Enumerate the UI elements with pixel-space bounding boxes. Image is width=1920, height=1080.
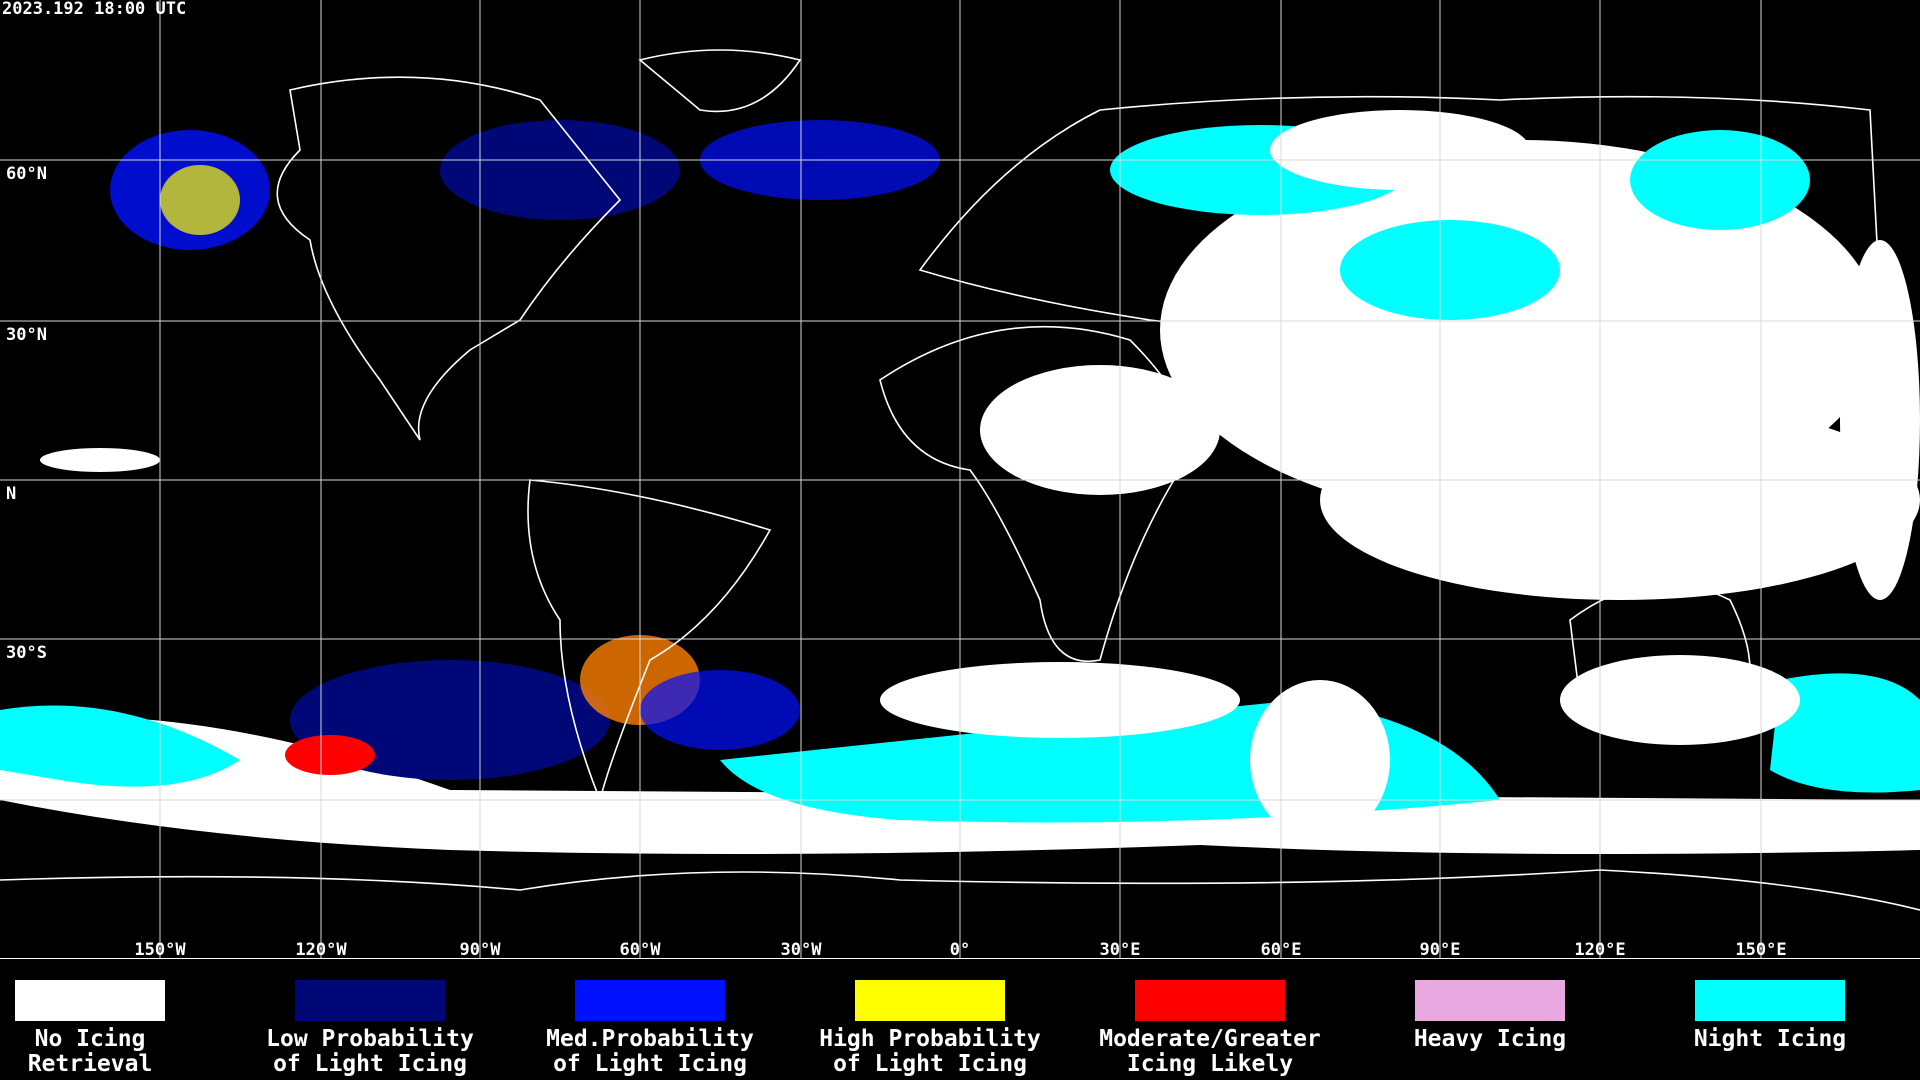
- cloud: [1560, 655, 1800, 745]
- legend-label: Retrieval: [28, 1051, 153, 1077]
- legend-label: Med.Probability: [546, 1026, 754, 1052]
- lon-label: 150°W: [134, 940, 186, 960]
- lat-label: N: [6, 484, 16, 504]
- coast-greenland: [638, 49, 802, 113]
- night-cloud: [1630, 130, 1810, 230]
- legend-swatch: [1695, 980, 1845, 1021]
- cloud: [1270, 110, 1530, 190]
- graticule: [0, 0, 1920, 958]
- cloud: [880, 662, 1240, 738]
- coast-south-america: [527, 479, 772, 803]
- legend-swatch: [15, 980, 165, 1021]
- icing: [160, 165, 240, 235]
- lon-label: 120°E: [1574, 940, 1625, 960]
- legend-swatch: [1415, 980, 1565, 1021]
- lon-label: 60°E: [1261, 940, 1302, 960]
- cloud: [1840, 240, 1920, 600]
- coastlines: [0, 49, 1920, 911]
- night-band: [0, 705, 240, 787]
- legend-label: No Icing: [35, 1026, 146, 1052]
- lon-label: 30°E: [1100, 940, 1141, 960]
- legend-swatch: [1135, 980, 1285, 1021]
- lon-label: 60°W: [620, 940, 662, 960]
- legend-label: of Light Icing: [273, 1051, 467, 1077]
- coast-africa: [879, 325, 1189, 662]
- night-band: [1770, 673, 1920, 793]
- icing: [440, 120, 680, 220]
- icing: [640, 670, 800, 750]
- legend-swatch: [295, 980, 445, 1021]
- cloud: [1320, 400, 1920, 600]
- graticule-labels: 150°W 120°W 90°W 60°W 30°W 0° 30°E 60°E 90°E 120°…: [6, 164, 1787, 960]
- map-title: 2023.192 18:00 UTC: [2, 0, 186, 19]
- legend-label: Icing Likely: [1127, 1051, 1293, 1077]
- legend-swatch: [855, 980, 1005, 1021]
- coast-eurasia: [918, 95, 1881, 423]
- legend-label: Heavy Icing: [1414, 1026, 1566, 1052]
- lon-label: 90°W: [460, 940, 502, 960]
- map-frame: [0, 958, 1920, 959]
- cloud: [40, 448, 160, 472]
- lon-label: 90°E: [1420, 940, 1461, 960]
- cloud: [1250, 680, 1390, 840]
- lat-label: 30°S: [6, 643, 47, 663]
- lon-label: 150°E: [1735, 940, 1786, 960]
- coast-antarctica: [0, 869, 1920, 911]
- coast-north-america: [276, 76, 622, 441]
- lon-label: 30°W: [781, 940, 823, 960]
- cloud: [980, 365, 1220, 495]
- legend-label: Night Icing: [1694, 1026, 1846, 1052]
- lat-label: 60°N: [6, 164, 47, 184]
- legend-swatch: [575, 980, 725, 1021]
- coast-australia: [1569, 583, 1751, 721]
- lon-label: 0°: [950, 940, 970, 960]
- night-cloud: [1340, 220, 1560, 320]
- legend-label: of Light Icing: [833, 1051, 1027, 1077]
- legend-label: Low Probability: [266, 1026, 474, 1052]
- legend-label: High Probability: [819, 1026, 1041, 1052]
- lon-label: 120°W: [295, 940, 347, 960]
- legend-label: Moderate/Greater: [1099, 1026, 1321, 1052]
- icing: [285, 735, 375, 775]
- legend-label: of Light Icing: [553, 1051, 747, 1077]
- lat-label: 30°N: [6, 325, 47, 345]
